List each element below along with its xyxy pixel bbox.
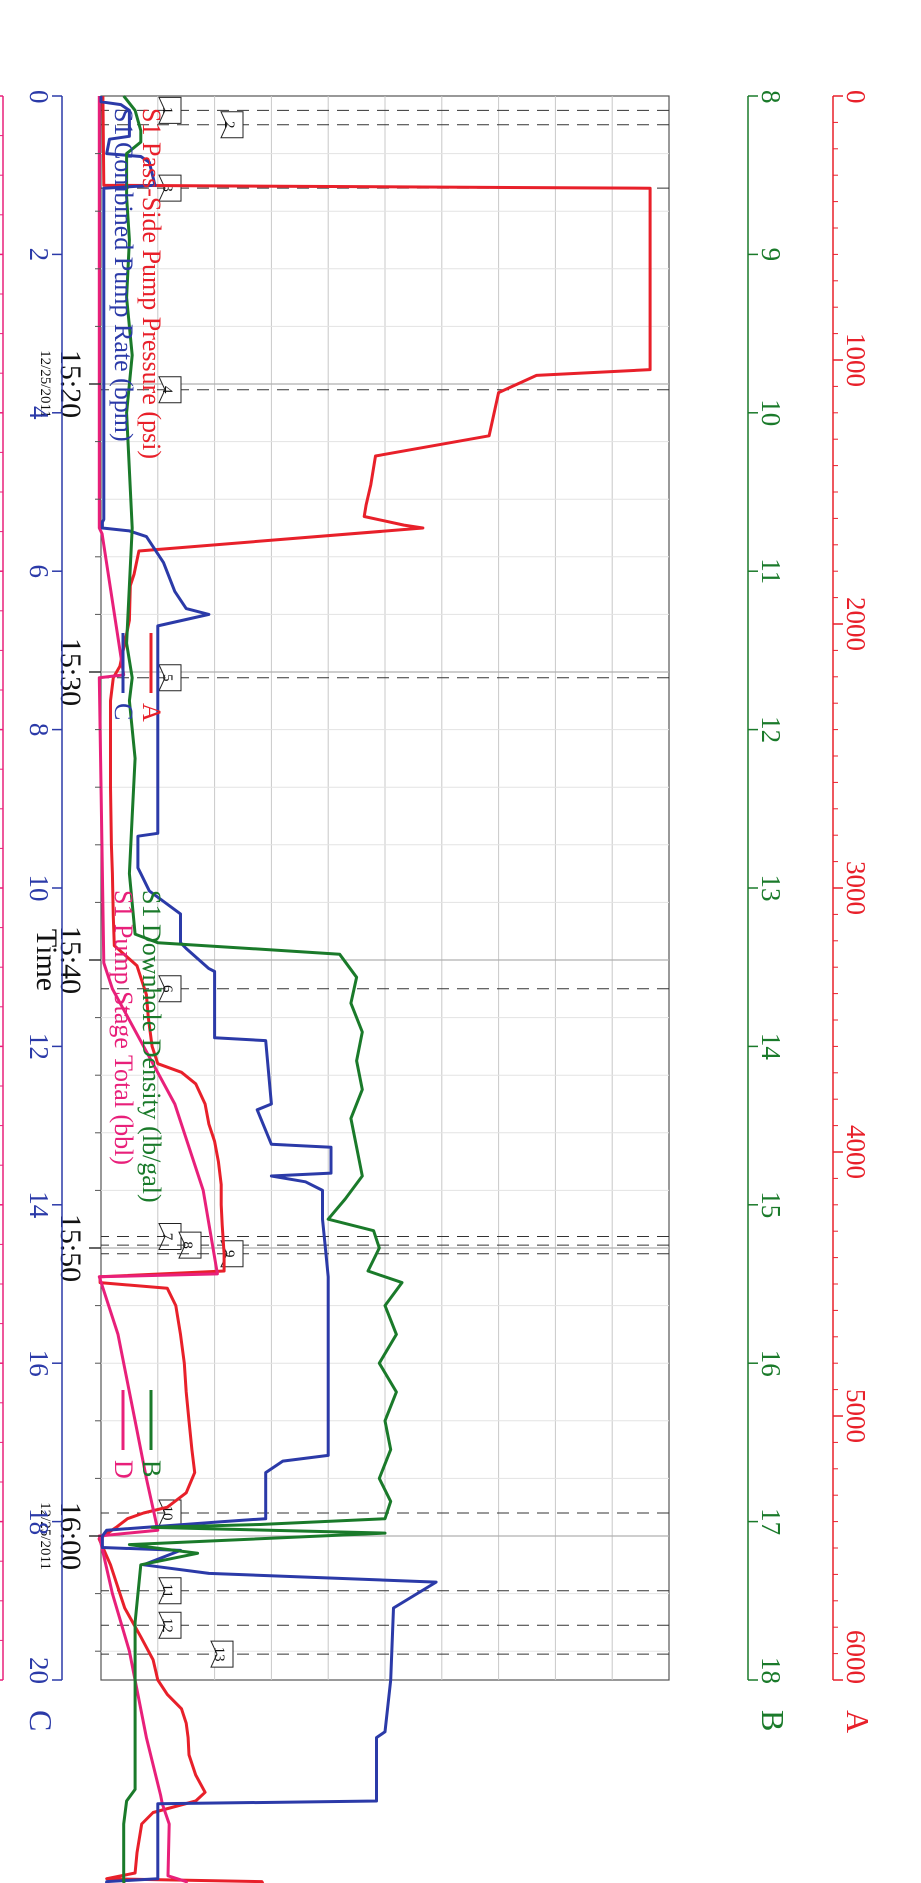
- axis-tick-label-B: 12: [756, 716, 786, 743]
- legend-item: S1 Combined Pump Rate (bpm) C: [109, 108, 138, 720]
- event-flag: [158, 376, 182, 404]
- event-label: 6: [159, 985, 175, 993]
- axis-tick-label-B: 11: [756, 558, 786, 584]
- axis-tick-label-C: 0: [24, 90, 54, 104]
- event-label: 11: [159, 1583, 175, 1597]
- axis-tick-label-A: 1000: [841, 333, 871, 387]
- event-marker: 12: [158, 1611, 182, 1639]
- axis-tick-label-B: 17: [756, 1508, 786, 1535]
- x-tick-label: 15:30: [54, 638, 87, 706]
- event-marker: 5: [158, 664, 182, 692]
- axis-letter-C: C: [23, 1710, 59, 1731]
- x-tick-date: 12/25/2011: [37, 1502, 53, 1570]
- event-flag: [158, 1611, 182, 1639]
- axis-tick-label-C: 12: [24, 1033, 54, 1060]
- event-label: 5: [159, 674, 175, 682]
- axis-tick-label-A: 5000: [841, 1389, 871, 1443]
- event-flag: [210, 1640, 234, 1668]
- axis-tick-label-B: 10: [756, 399, 786, 426]
- event-marker: 2: [220, 111, 244, 139]
- event-label: 8: [179, 1241, 195, 1249]
- axis-tick-label-A: 2000: [841, 597, 871, 651]
- axis-tick-label-B: 13: [756, 875, 786, 902]
- event-label: 1: [159, 107, 175, 115]
- x-tick-label: 15:50: [54, 1214, 87, 1282]
- axis-tick-label-B: 9: [756, 248, 786, 262]
- event-marker: 13: [210, 1640, 234, 1668]
- axis-tick-label-B: 16: [756, 1350, 786, 1377]
- axis-letter-B: B: [755, 1710, 791, 1731]
- event-label: 3: [159, 184, 175, 192]
- x-axis-title: Time: [30, 929, 63, 991]
- event-marker: 4: [158, 376, 182, 404]
- series-line: [122, 95, 404, 1883]
- axis-tick-label-B: 15: [756, 1191, 786, 1218]
- series-line: [97, 96, 219, 1883]
- event-marker: 11: [158, 1577, 182, 1605]
- event-flag: [158, 1577, 182, 1605]
- legend-axis-letter: A: [137, 703, 166, 722]
- event-marker: 1: [158, 96, 182, 124]
- legend-axis-letter: B: [137, 1460, 166, 1477]
- event-flag: [158, 174, 182, 202]
- series-line: [97, 95, 652, 1883]
- legend: S1 Pass-Side Pump Pressure (psi)AS1 Comb…: [109, 108, 166, 1479]
- event-marker: 3: [158, 174, 182, 202]
- legend-item: S1 Downhole Density (lb/gal) B: [137, 890, 166, 1477]
- event-flag: [158, 96, 182, 124]
- legend-label: S1 Pass-Side Pump Pressure (psi): [137, 108, 166, 459]
- x-tick-date: 12/25/2011: [37, 350, 53, 418]
- axes: 15:2012/25/201115:3015:4015:5016:0012/25…: [0, 90, 876, 1733]
- event-flag: [158, 975, 182, 1003]
- legend-axis-letter: C: [109, 703, 138, 720]
- event-label: 4: [159, 386, 175, 394]
- x-tick-label: 15:40: [54, 926, 87, 994]
- axis-tick-label-C: 2: [24, 248, 54, 262]
- axis-tick-label-C: 8: [24, 723, 54, 737]
- event-label: 13: [211, 1647, 227, 1662]
- axis-tick-label-C: 6: [24, 564, 54, 578]
- legend-label: S1 Pump Stage Total (bbl): [109, 890, 138, 1165]
- event-label: 2: [221, 121, 237, 129]
- axis-tick-label-A: 0: [841, 90, 871, 104]
- axis-tick-label-A: 3000: [841, 861, 871, 915]
- axis-tick-label-B: 18: [756, 1657, 786, 1684]
- event-label: 7: [159, 1233, 175, 1241]
- legend-item: S1 Pump Stage Total (bbl) D: [109, 890, 138, 1479]
- x-tick-label: 16:00: [54, 1502, 87, 1570]
- grid: [101, 96, 669, 1680]
- axis-tick-label-B: 8: [756, 90, 786, 104]
- axis-tick-label-C: 10: [24, 875, 54, 902]
- legend-item: S1 Pass-Side Pump Pressure (psi) A: [137, 108, 166, 722]
- event-flag: [220, 111, 244, 139]
- legend-label: S1 Combined Pump Rate (bpm): [109, 108, 138, 442]
- axis-tick-label-C: 16: [24, 1350, 54, 1377]
- x-tick-label: 15:20: [54, 350, 87, 418]
- event-marker: 6: [158, 975, 182, 1003]
- event-flag: [158, 664, 182, 692]
- legend-label: S1 Downhole Density (lb/gal): [137, 890, 166, 1203]
- series-lines: [97, 95, 652, 1883]
- axis-tick-label-A: 6000: [841, 1630, 871, 1684]
- event-label: 12: [159, 1618, 175, 1633]
- legend-axis-letter: D: [109, 1460, 138, 1479]
- axis-tick-label-C: 4: [24, 406, 54, 420]
- series-line: [99, 96, 438, 1883]
- axis-letter-A: A: [840, 1710, 876, 1733]
- axis-tick-label-C: 18: [24, 1508, 54, 1535]
- axis-tick-label-C: 20: [24, 1657, 54, 1684]
- event-label: 9: [221, 1250, 237, 1258]
- axis-tick-label-B: 14: [756, 1033, 786, 1061]
- axis-tick-label-C: 14: [24, 1191, 54, 1219]
- axis-tick-label-A: 4000: [841, 1125, 871, 1179]
